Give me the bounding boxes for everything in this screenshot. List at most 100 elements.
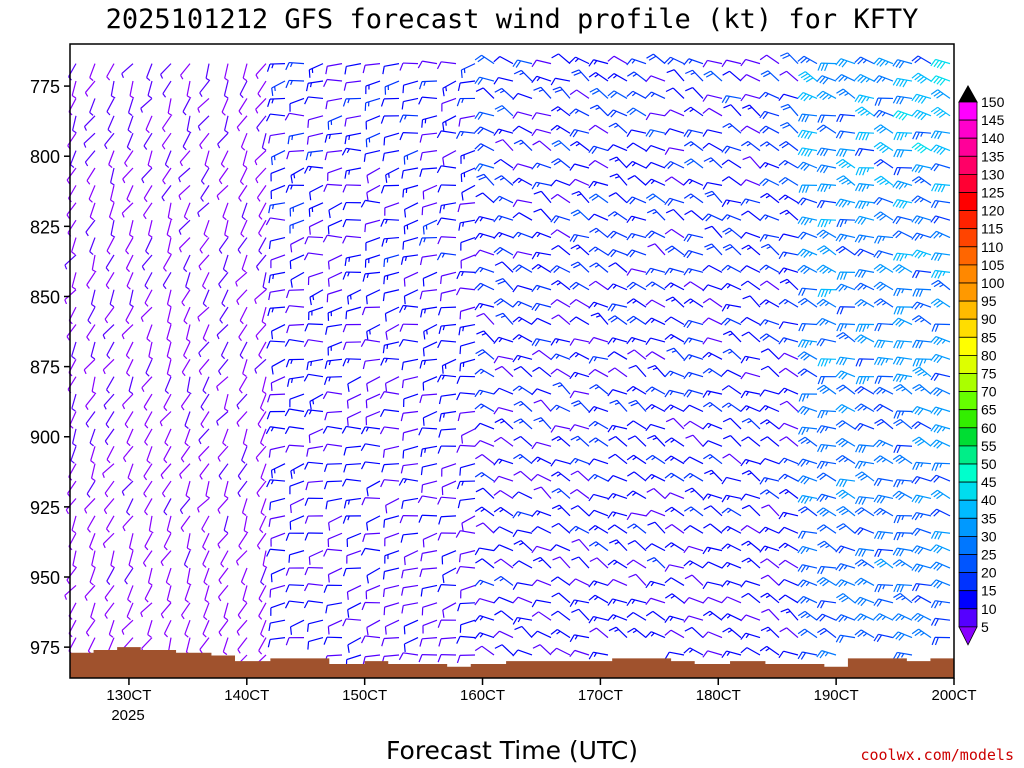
wind-barb: [418, 427, 438, 436]
wind-barb: [759, 161, 780, 169]
wind-barb: [438, 393, 457, 405]
wind-barb: [778, 422, 799, 430]
wind-barb: [66, 567, 77, 585]
wind-barb: [493, 387, 514, 395]
wind-barb: [797, 530, 818, 539]
wind-barb: [570, 261, 590, 273]
wind-barb: [645, 75, 666, 83]
wind-barb: [307, 115, 324, 128]
wind-barb: [570, 244, 590, 256]
wind-barb: [289, 254, 305, 270]
wind-barb: [167, 237, 172, 256]
wind-barb: [531, 251, 552, 260]
colorbar-top-arrow: [958, 84, 978, 103]
wind-barb: [569, 578, 590, 586]
wind-barb: [289, 515, 305, 530]
wind-barb: [186, 567, 192, 586]
wind-barb: [85, 219, 96, 237]
wind-barb: [121, 202, 134, 218]
wind-barb: [125, 306, 134, 325]
wind-barb: [608, 262, 628, 273]
wind-barb: [740, 265, 761, 273]
wind-barb: [260, 463, 267, 482]
wind-barb: [571, 400, 590, 412]
colorbar-label-55: 55: [981, 438, 997, 454]
wind-barb: [284, 112, 305, 121]
wind-barb: [216, 184, 229, 201]
wind-barb: [238, 98, 248, 116]
wind-barb: [607, 559, 628, 569]
wind-barb: [266, 479, 286, 488]
wind-barb: [740, 125, 761, 134]
wind-barb: [836, 88, 856, 99]
wind-barb: [798, 71, 818, 83]
wind-barb: [457, 497, 476, 509]
wind-barb: [816, 472, 837, 482]
wind-barb: [835, 73, 856, 82]
wind-barb: [124, 567, 134, 585]
wind-barb: [683, 354, 704, 362]
wind-barb: [456, 392, 476, 401]
wind-barb: [778, 488, 799, 499]
colorbar-label-35: 35: [981, 510, 997, 526]
terrain-layer: [70, 647, 954, 678]
wind-barb: [322, 443, 343, 452]
wind-barb: [165, 567, 172, 586]
wind-barb: [607, 578, 628, 586]
wind-barb: [759, 477, 780, 485]
wind-barb: [531, 611, 552, 621]
wind-barb: [588, 580, 609, 588]
wind-barb: [89, 533, 96, 551]
wind-barb: [493, 246, 514, 256]
wind-barb: [854, 269, 875, 279]
wind-barb: [780, 103, 799, 117]
wind-barb: [219, 306, 229, 324]
wind-barb: [589, 627, 609, 639]
wind-barb: [199, 132, 210, 150]
wind-barb: [89, 98, 96, 116]
wind-barb: [721, 494, 742, 503]
wind-barb: [531, 128, 552, 137]
wind-barb: [550, 629, 571, 639]
wind-barb: [930, 75, 951, 86]
wind-barb: [259, 393, 267, 412]
wind-barb: [69, 411, 77, 429]
wind-barb: [684, 626, 704, 639]
wind-barb: [147, 80, 153, 99]
wind-barb: [148, 341, 154, 360]
wind-barb: [702, 264, 723, 273]
colorbar-label-130: 130: [981, 166, 1005, 182]
wind-barb: [270, 602, 286, 616]
wind-barb: [533, 486, 552, 499]
wind-barb: [778, 473, 799, 482]
wind-barb: [180, 393, 191, 411]
wind-barb: [242, 63, 248, 82]
wind-barb: [344, 167, 362, 179]
wind-barb: [202, 324, 210, 342]
wind-barb: [90, 289, 96, 308]
wind-barb: [684, 487, 704, 499]
wind-barb: [721, 543, 742, 552]
wind-barb: [238, 324, 248, 342]
wind-barb: [703, 505, 723, 517]
wind-barb: [201, 515, 210, 533]
wind-barb: [474, 368, 495, 378]
wind-barb: [346, 410, 362, 426]
wind-barb: [893, 148, 913, 158]
wind-barb: [759, 141, 780, 152]
wind-barb: [200, 393, 210, 411]
wind-barb: [835, 420, 856, 430]
wind-barb: [816, 443, 837, 453]
wind-barb: [607, 367, 628, 378]
wind-barb: [778, 298, 799, 308]
wind-barb: [218, 167, 229, 185]
colorbar-swatch-135: [958, 155, 978, 175]
wind-barb: [797, 494, 818, 504]
wind-barb: [237, 602, 248, 620]
wind-barb: [835, 283, 856, 292]
wind-barb: [121, 63, 134, 79]
wind-barb: [645, 317, 666, 326]
wind-barb: [222, 637, 229, 656]
wind-barb: [402, 445, 419, 459]
wind-barb: [759, 489, 780, 499]
